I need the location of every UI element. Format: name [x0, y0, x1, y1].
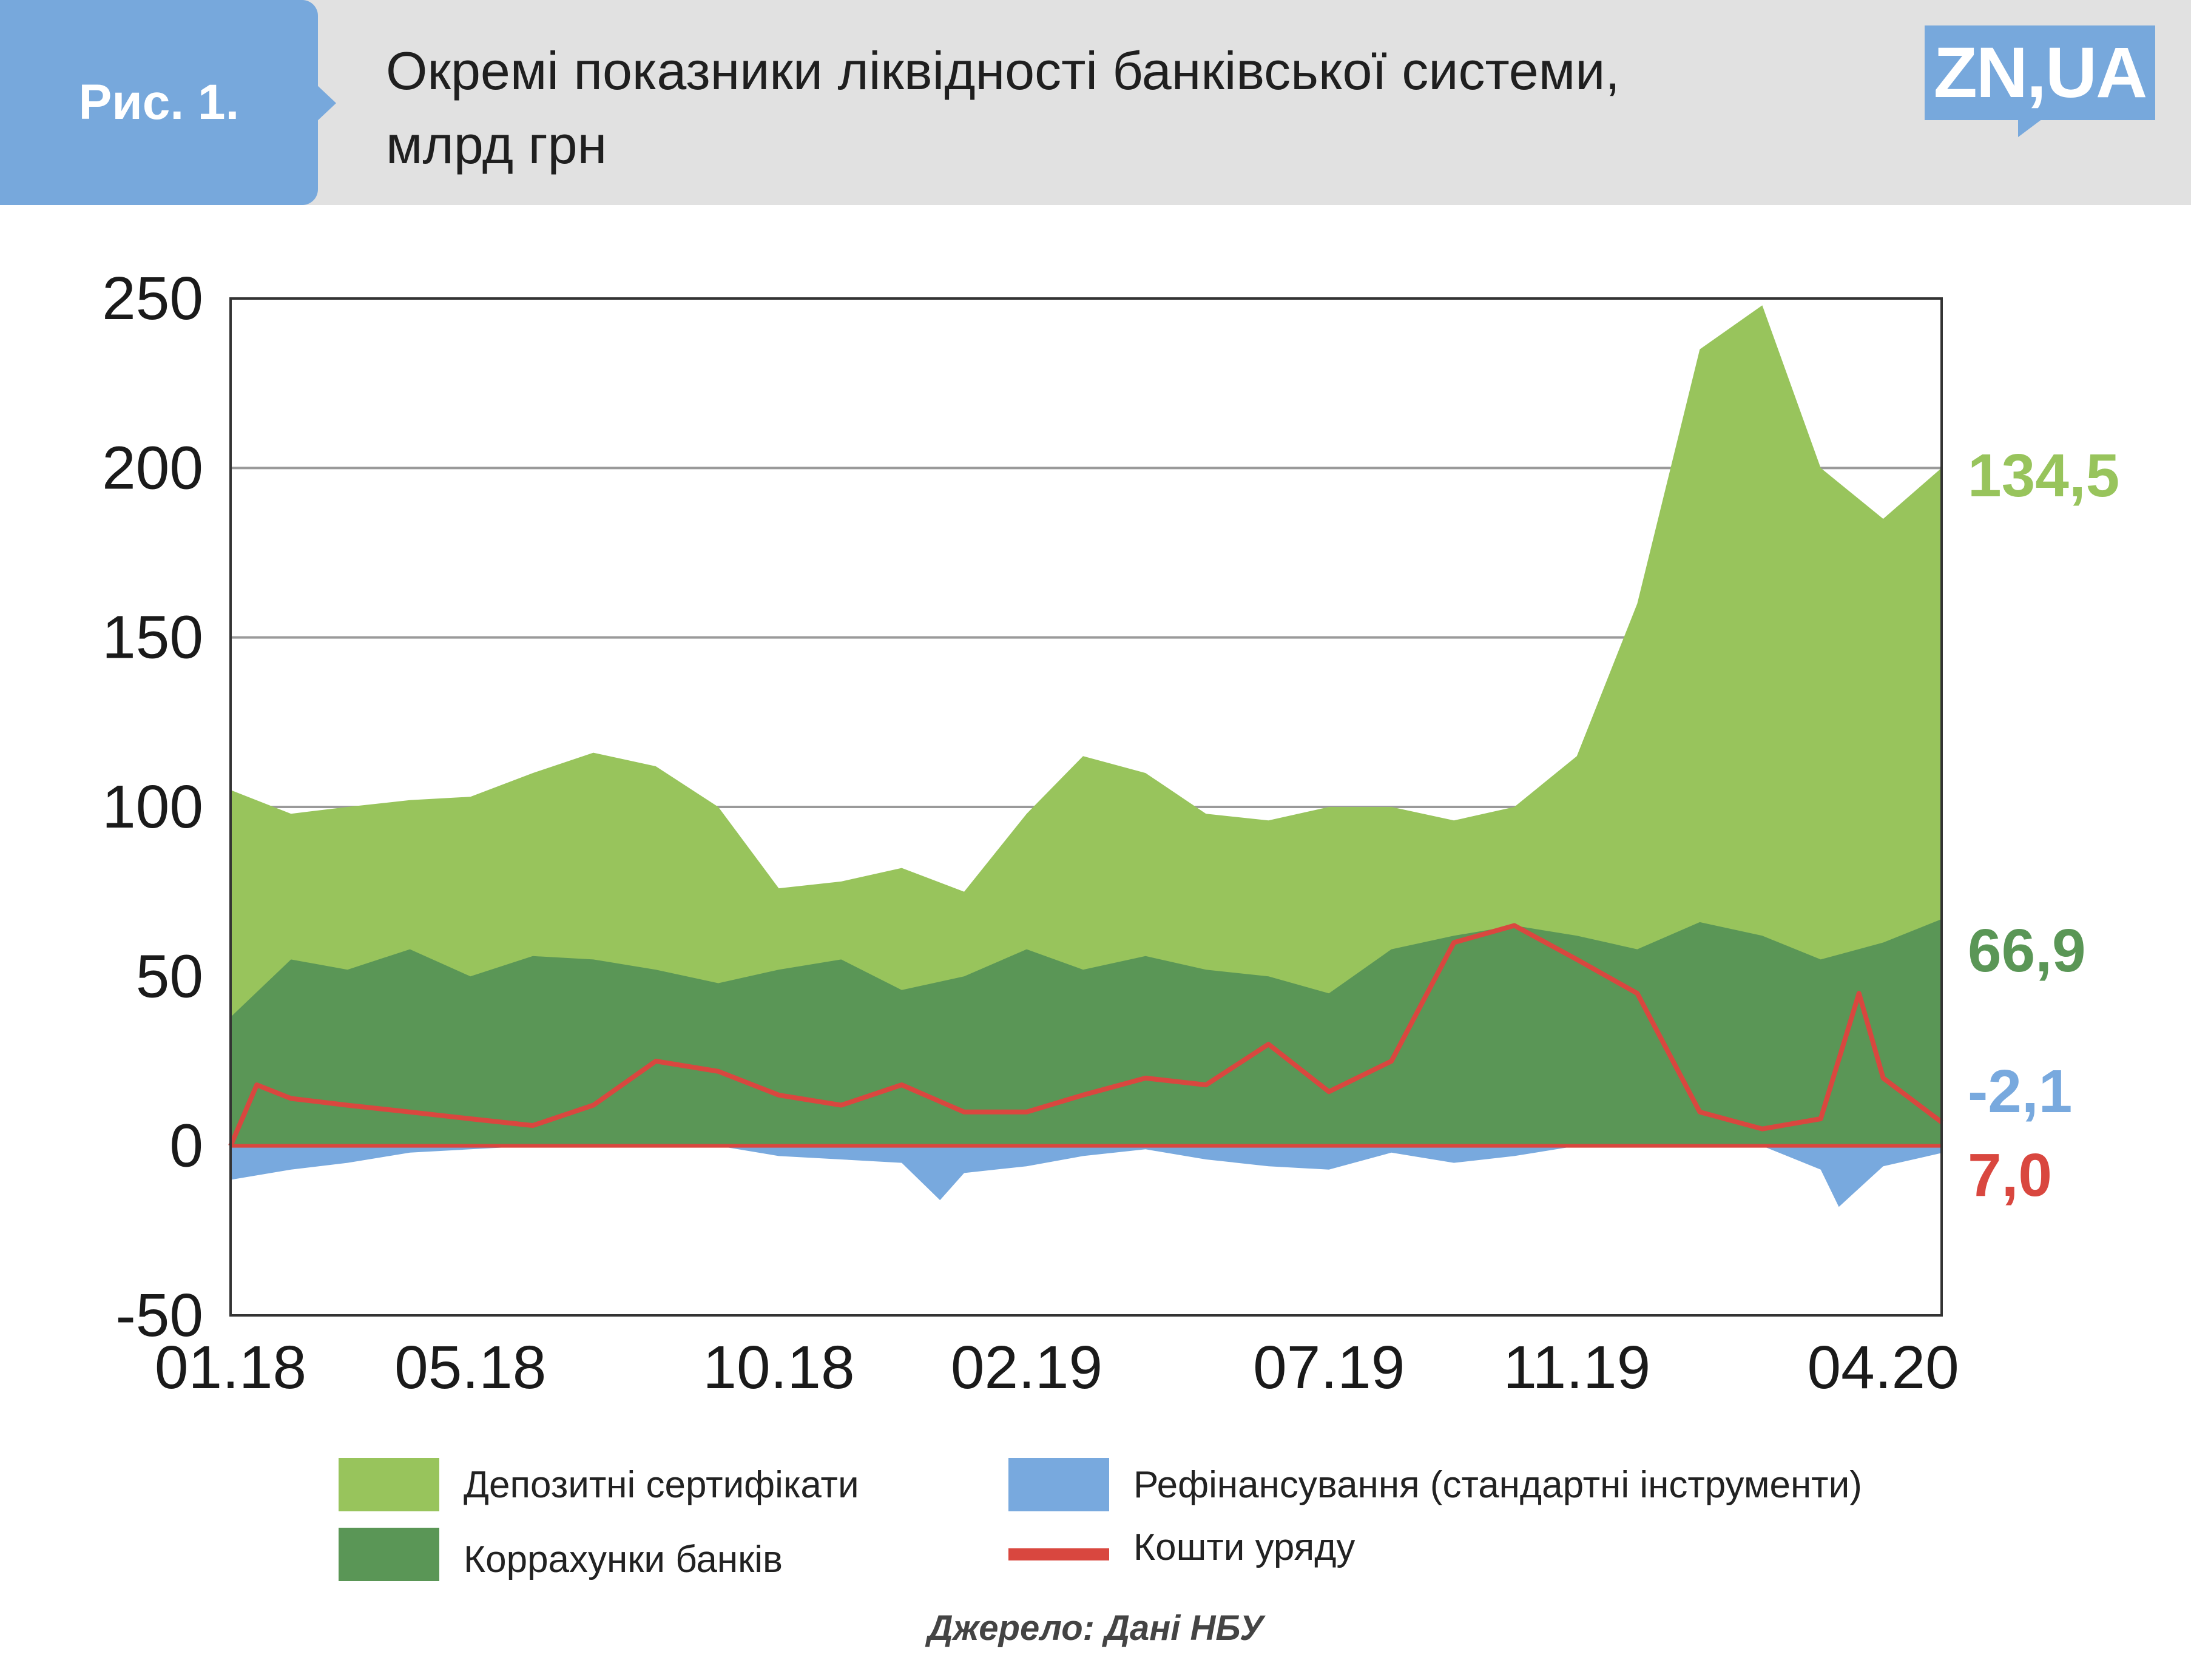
y-tick-label: -50: [115, 1281, 203, 1349]
badge-arrow-icon: [316, 84, 336, 123]
bank-accounts-area: [231, 919, 1942, 1146]
figure-number: Рис. 1.: [78, 75, 240, 130]
legend-label-bank-accounts: Коррахунки банків: [464, 1539, 783, 1580]
figure-badge: Рис. 1.: [0, 0, 318, 205]
end-value-label: 66,9: [1968, 917, 2086, 985]
x-tick-label: 07.19: [1253, 1334, 1405, 1402]
x-tick-label: 01.18: [155, 1334, 306, 1402]
legend-line-government-funds: [1008, 1548, 1109, 1560]
y-tick-label: 200: [102, 434, 203, 502]
y-tick-label: 250: [102, 265, 203, 332]
header-bar: Рис. 1. Окремі показники ліквідності бан…: [0, 0, 2191, 205]
legend-label-deposit-certificates: Депозитні сертифікати: [464, 1464, 859, 1506]
plot-frame: [229, 297, 1943, 1317]
y-tick-label: 50: [136, 942, 203, 1010]
end-value-label: 134,5: [1968, 442, 2119, 510]
y-tick-label: 0: [169, 1112, 203, 1180]
chart-title: Окремі показники ліквідності банківської…: [386, 34, 1781, 182]
legend-label-refinancing: Рефінансування (стандартні інструменти): [1133, 1464, 1862, 1506]
liquidity-chart: -50 0 50 100 150 200 250 01.18 05.18 10.18 02.19 07…: [102, 265, 2119, 1402]
logo-speech-tail-icon: [2018, 119, 2042, 137]
source-note: Джерело: Дані НБУ: [927, 1608, 1264, 1648]
chart-title-line-1: Окремі показники ліквідності банківської…: [386, 41, 1620, 101]
end-value-label: -2,1: [1968, 1058, 2072, 1125]
logo-text: ZN,UA: [1933, 33, 2148, 113]
chart-title-line-2: млрд грн: [386, 115, 607, 175]
logo: [1925, 25, 2155, 120]
x-tick-label: 04.20: [1808, 1334, 1959, 1402]
x-tick-label: 05.18: [394, 1334, 546, 1402]
x-tick-label: 02.19: [951, 1334, 1102, 1402]
y-tick-label: 100: [102, 773, 203, 841]
legend-label-government-funds: Кошти уряду: [1133, 1527, 1355, 1568]
legend-swatch-refinancing: [1008, 1458, 1109, 1511]
x-tick-label: 11.19: [1503, 1334, 1650, 1402]
legend-swatch-bank-accounts: [339, 1528, 439, 1581]
government-funds-line: [228, 923, 1943, 1147]
end-value-label: 7,0: [1968, 1141, 2052, 1209]
refinancing-area: [231, 1145, 1942, 1207]
x-tick-label: 10.18: [703, 1334, 854, 1402]
legend-swatch-deposit-certificates: [339, 1458, 439, 1511]
y-tick-label: 150: [102, 604, 203, 672]
